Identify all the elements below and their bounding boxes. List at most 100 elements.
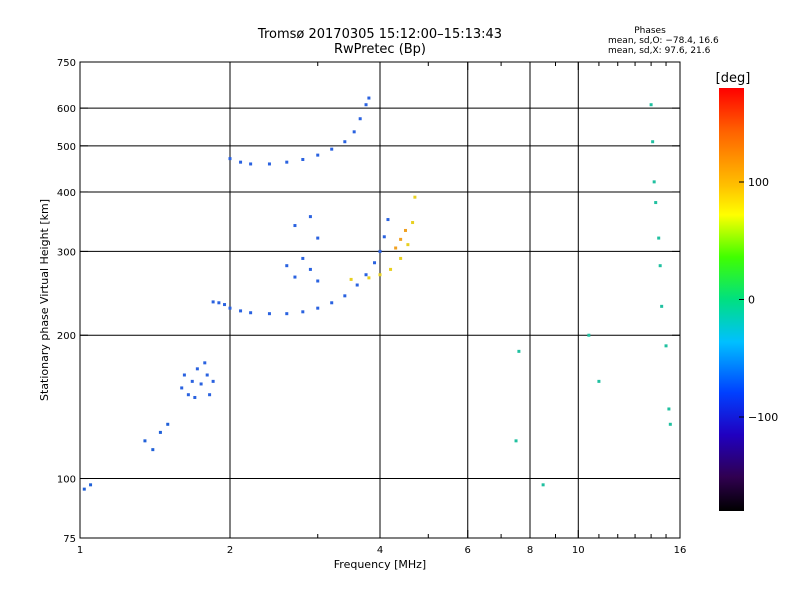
chart-title: Tromsø 20170305 15:12:00–15:13:43 [257, 27, 502, 42]
data-point [249, 162, 253, 166]
data-point [190, 379, 194, 383]
data-point [267, 162, 271, 166]
data-point [182, 373, 186, 377]
data-point [195, 367, 199, 371]
data-point [330, 301, 334, 305]
data-point [158, 430, 162, 434]
data-point [186, 393, 190, 397]
data-point [403, 228, 407, 232]
y-axis-label: Stationary phase Virtual Height [km] [38, 199, 51, 401]
data-point [668, 422, 672, 426]
data-point [208, 393, 212, 397]
data-point [193, 395, 197, 399]
data-point [330, 147, 334, 151]
data-point [349, 277, 353, 281]
data-point [413, 195, 417, 199]
y-tick-label: 500 [57, 142, 76, 153]
data-point [205, 373, 209, 377]
x-tick-label: 6 [465, 545, 471, 556]
colorbar-tick-label: 100 [748, 176, 769, 189]
x-tick-label: 4 [377, 545, 383, 556]
data-point [143, 439, 147, 443]
data-point [293, 224, 297, 228]
data-point [358, 117, 362, 121]
data-point [316, 236, 320, 240]
data-point [597, 379, 601, 383]
y-tick-label: 600 [57, 104, 76, 115]
data-point [399, 256, 403, 260]
data-point [667, 407, 671, 411]
stats-x-line: mean, sd,X: 97.6, 21.6 [608, 46, 711, 56]
x-tick-labels: 1 2 4 6 8 10 16 [77, 545, 687, 556]
gridlines [80, 62, 680, 538]
data-point [228, 306, 232, 310]
data-point [211, 379, 215, 383]
data-point [199, 382, 203, 386]
data-point [89, 483, 93, 487]
data-point [316, 279, 320, 283]
data-point [301, 157, 305, 161]
data-point [541, 483, 545, 487]
x-tick-label: 2 [227, 545, 233, 556]
colorbar-ticks: 100 0 −100 [739, 176, 778, 424]
data-point [399, 237, 403, 241]
data-point [660, 304, 664, 308]
data-point [389, 267, 393, 271]
data-point [239, 160, 243, 164]
data-points [82, 96, 672, 491]
data-point [411, 221, 415, 225]
data-point [373, 261, 377, 265]
data-point [308, 215, 312, 219]
data-point [352, 130, 356, 134]
colorbar-tick-label: 0 [748, 294, 755, 307]
data-point [308, 267, 312, 271]
data-point [166, 422, 170, 426]
data-point [82, 487, 86, 491]
data-point [285, 160, 289, 164]
data-point [651, 140, 655, 144]
data-point [587, 333, 591, 337]
data-point [301, 256, 305, 260]
y-tick-label: 200 [57, 331, 76, 342]
data-point [249, 311, 253, 315]
data-point [658, 264, 662, 268]
data-point [355, 283, 359, 287]
data-point [316, 306, 320, 310]
data-point [267, 312, 271, 316]
data-point [151, 448, 155, 452]
data-point [364, 273, 368, 277]
data-point [514, 439, 518, 443]
chart-subtitle: RwPretec (Bp) [334, 42, 426, 57]
data-point [367, 96, 371, 100]
data-point [664, 344, 668, 348]
y-tick-label: 750 [57, 58, 76, 69]
axis-ticks [79, 61, 681, 539]
colorbar-unit: [deg] [716, 71, 751, 86]
data-point [301, 310, 305, 314]
x-tick-label: 1 [77, 545, 83, 556]
y-tick-label: 100 [57, 475, 76, 486]
stats-o-line: mean, sd,O: −78.4, 16.6 [608, 36, 719, 46]
data-point [382, 235, 386, 239]
data-point [285, 264, 289, 268]
data-point [378, 273, 382, 277]
colorbar-tick-label: −100 [748, 411, 778, 424]
data-point [316, 153, 320, 157]
data-point [228, 157, 232, 161]
data-point [203, 361, 207, 365]
data-point [217, 301, 221, 305]
y-tick-labels: 75 100 200 300 400 500 600 750 [57, 58, 76, 545]
stats-heading: Phases [634, 26, 666, 36]
data-point [223, 303, 227, 307]
data-point [652, 180, 656, 184]
data-point [343, 140, 347, 144]
x-tick-label: 10 [572, 545, 585, 556]
y-tick-label: 300 [57, 247, 76, 258]
data-point [406, 243, 410, 247]
data-point [394, 246, 398, 250]
data-point [343, 294, 347, 298]
data-point [386, 218, 390, 222]
data-point [364, 103, 368, 107]
data-point [285, 312, 289, 316]
